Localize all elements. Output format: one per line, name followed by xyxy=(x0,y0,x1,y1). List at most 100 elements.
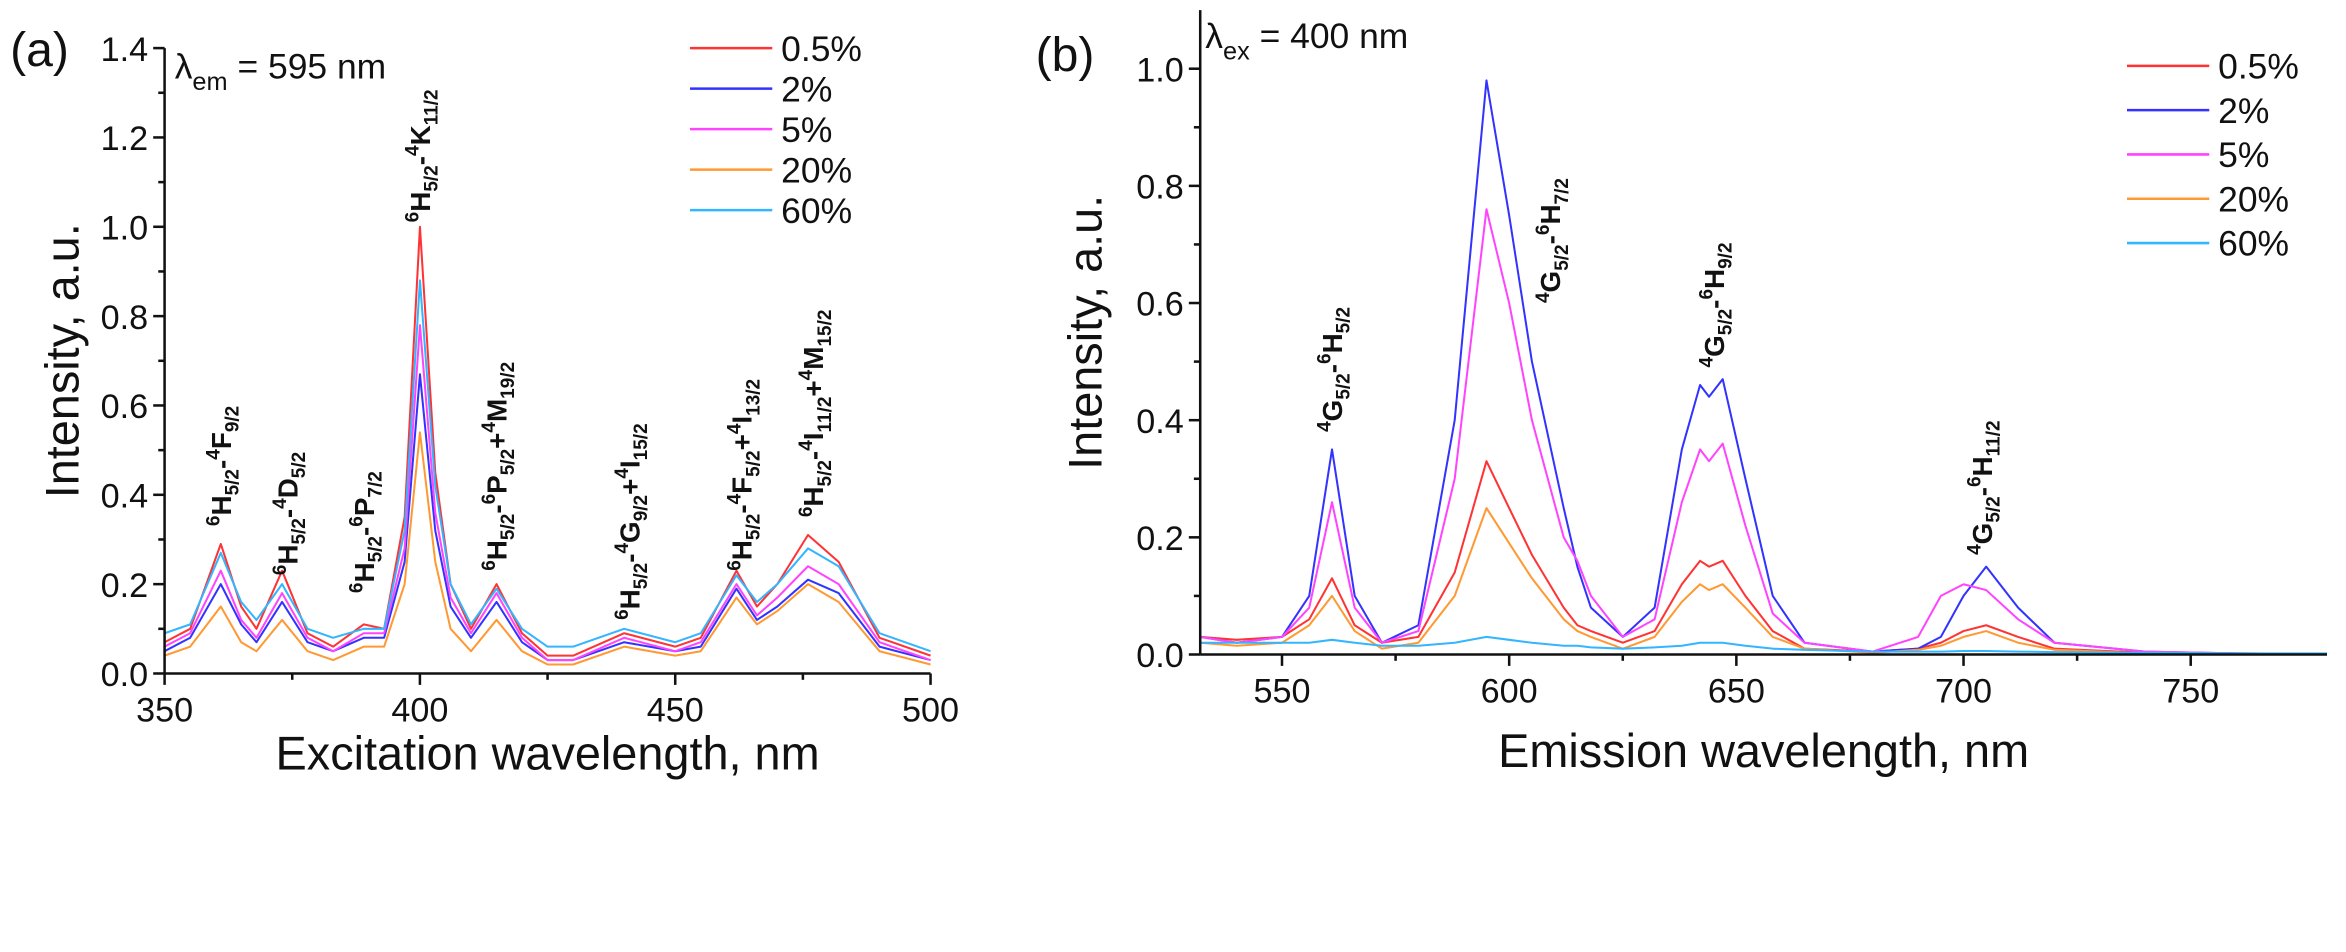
transition-term: H xyxy=(1535,204,1566,224)
transition-term: M xyxy=(482,399,513,422)
panel-label: (b) xyxy=(1036,28,1095,82)
transition-term: H xyxy=(349,562,380,582)
transition-sub: 5/2 xyxy=(422,165,443,191)
transition-sup: 6 xyxy=(403,212,424,223)
panel-label: (a) xyxy=(10,23,69,77)
transition-sub: 11/2 xyxy=(815,397,836,433)
y-tick-label: 0.0 xyxy=(101,656,149,694)
transition-term: H xyxy=(272,545,303,565)
transition-sup: 6 xyxy=(724,560,745,571)
transition-sup: 4 xyxy=(724,493,745,504)
transition-sub: 11/2 xyxy=(422,89,443,125)
transition-term: + xyxy=(727,434,758,450)
transition-term: F xyxy=(727,477,758,494)
transition-sub: 5/2 xyxy=(1715,309,1736,335)
transition-sub: 5/2 xyxy=(365,536,386,562)
transition-sub: 5/2 xyxy=(631,563,652,589)
y-axis-label: Intensity, a.u. xyxy=(36,223,88,498)
transition-sub: 5/2 xyxy=(498,449,519,475)
x-axis-label: Excitation wavelength, nm xyxy=(276,728,820,780)
legend-label: 5% xyxy=(781,110,832,150)
transition-sup: 6 xyxy=(346,516,367,527)
series-line-2pct xyxy=(164,373,931,662)
transition-term: P xyxy=(482,475,513,494)
transition-sup: 4 xyxy=(203,449,224,460)
transition-sub: 19/2 xyxy=(498,362,519,399)
transition-term: I xyxy=(614,460,645,468)
x-tick-label: 400 xyxy=(391,692,448,730)
transition-label: 6H5/2-4K11/2 xyxy=(403,89,443,222)
chart-panel-b: 550 600 650 700 750 0.0 0.2 0.4 0.6 0.8 1.0 Emissio… xyxy=(1036,10,2328,777)
transition-term: - xyxy=(405,156,436,165)
transition-label: 6H5/2-4I11/2+4M15/2 xyxy=(796,310,836,518)
transition-term: P xyxy=(349,498,380,517)
transition-label: 6H5/2-6P7/2 xyxy=(346,471,386,593)
transition-sub: 9/2 xyxy=(631,495,652,521)
y-tick-label: 0.4 xyxy=(1136,403,1184,441)
condition-value: = 595 nm xyxy=(228,46,387,86)
transition-sub: 5/2 xyxy=(743,450,764,476)
transition-sup: 4 xyxy=(270,498,291,509)
transition-label: 6H5/2-4F9/2 xyxy=(203,406,243,526)
transition-term: H xyxy=(798,486,829,506)
transition-sup: 6 xyxy=(1315,353,1336,364)
y-axis-label: Intensity, a.u. xyxy=(1059,195,1111,470)
condition-value: = 400 nm xyxy=(1250,16,1409,56)
transition-label: 4G5/2-6H9/2 xyxy=(1696,242,1736,367)
transition-sup: 4 xyxy=(1533,292,1554,303)
transition-term: H xyxy=(614,589,645,609)
transition-sub: 7/2 xyxy=(365,471,386,497)
transition-term: - xyxy=(482,504,513,513)
legend-label: 0.5% xyxy=(781,29,862,69)
transition-sub: 5/2 xyxy=(743,514,764,540)
transition-term: H xyxy=(727,540,758,560)
transition-term: D xyxy=(272,478,303,498)
transition-term: H xyxy=(1967,456,1998,476)
transition-term: I xyxy=(798,432,829,440)
transition-sup: 4 xyxy=(796,440,817,451)
y-tick-label: 1.0 xyxy=(1136,51,1184,89)
transition-term: - xyxy=(206,460,237,469)
excitation-condition: λem = 595 nm xyxy=(175,46,386,95)
x-tick-label: 700 xyxy=(1935,673,1992,711)
y-tick-label: 0.8 xyxy=(101,299,149,337)
transition-sup: 6 xyxy=(1964,476,1985,487)
series-line-0_5pct xyxy=(164,225,931,657)
transition-sup: 4 xyxy=(724,423,745,434)
transition-sub: 5/2 xyxy=(222,469,243,495)
transition-sub: 5/2 xyxy=(1983,496,2004,522)
y-tick-label: 1.0 xyxy=(101,209,149,247)
transition-term: K xyxy=(405,125,436,145)
transition-sup: 6 xyxy=(479,494,500,505)
transition-sub: 15/2 xyxy=(815,310,836,347)
transition-sub: 9/2 xyxy=(222,406,243,432)
transition-term: - xyxy=(349,527,380,536)
transition-sup: 4 xyxy=(1696,356,1717,367)
x-tick-label: 450 xyxy=(647,692,704,730)
lambda-subscript: em xyxy=(192,68,227,96)
chart-panel-a: 350 400 450 500 0.0 0.2 0.4 0.6 0.8 1.0 1.2 1.4 Exci… xyxy=(10,23,959,780)
transition-term: G xyxy=(1535,271,1566,293)
transition-term: + xyxy=(798,380,829,396)
transition-term: F xyxy=(206,432,237,449)
series-line-2pct xyxy=(1200,79,2328,655)
y-tick-label: 0.4 xyxy=(101,477,149,515)
transition-term: - xyxy=(1317,364,1348,373)
x-axis-label: Emission wavelength, nm xyxy=(1498,725,2029,777)
x-tick-label: 500 xyxy=(902,692,959,730)
transition-term: G xyxy=(1967,523,1998,545)
legend-label: 0.5% xyxy=(2218,46,2299,86)
transition-term: H xyxy=(1699,269,1730,289)
transition-sub: 9/2 xyxy=(1715,242,1736,268)
transition-term: H xyxy=(482,540,513,560)
transition-sub: 15/2 xyxy=(631,423,652,460)
transition-sup: 6 xyxy=(1696,289,1717,300)
transition-sub: 5/2 xyxy=(498,514,519,540)
transition-term: - xyxy=(798,451,829,460)
transition-term: H xyxy=(405,192,436,212)
transition-sub: 5/2 xyxy=(815,460,836,486)
series-line-5pct xyxy=(1200,208,2328,655)
transition-term: H xyxy=(1317,333,1348,353)
transition-sup: 4 xyxy=(612,543,633,554)
transition-label: 6H5/2-4D5/2 xyxy=(270,452,310,575)
